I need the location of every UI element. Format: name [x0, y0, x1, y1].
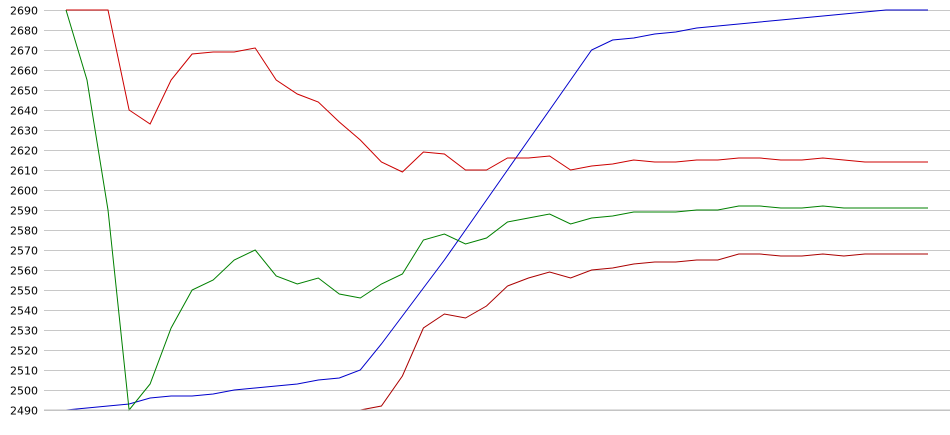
y-axis-tick-labels: 2490 2500 2510 2520 2530 2540 2550 2560 2570 2580… — [10, 5, 38, 418]
y-tick-label: 2600 — [10, 185, 38, 198]
y-tick-label: 2530 — [10, 325, 38, 338]
y-tick-label: 2500 — [10, 385, 38, 398]
series-line-2 — [66, 9, 928, 173]
y-tick-label: 2490 — [10, 405, 38, 418]
series-line-1 — [65, 9, 928, 411]
y-tick-label: 2590 — [10, 205, 38, 218]
y-tick-label: 2580 — [10, 225, 38, 238]
series-line-3 — [65, 9, 928, 412]
y-tick-label: 2660 — [10, 65, 38, 78]
y-tick-label: 2550 — [10, 285, 38, 298]
grid-lines — [44, 10, 950, 411]
y-tick-label: 2560 — [10, 265, 38, 278]
y-tick-label: 2650 — [10, 85, 38, 98]
y-tick-label: 2570 — [10, 245, 38, 258]
y-tick-label: 2630 — [10, 125, 38, 138]
y-tick-label: 2620 — [10, 145, 38, 158]
y-tick-label: 2610 — [10, 165, 38, 178]
y-tick-label: 2670 — [10, 45, 38, 58]
y-tick-label: 2690 — [10, 5, 38, 18]
y-tick-label: 2520 — [10, 345, 38, 358]
y-tick-label: 2540 — [10, 305, 38, 318]
y-tick-label: 2640 — [10, 105, 38, 118]
y-tick-label: 2680 — [10, 25, 38, 38]
y-tick-label: 2510 — [10, 365, 38, 378]
